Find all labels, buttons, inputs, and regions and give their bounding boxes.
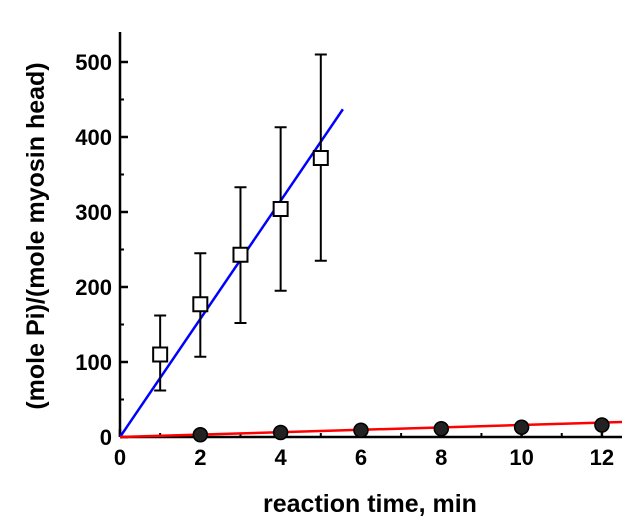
data-point <box>192 296 209 313</box>
y-axis-title: (mole Pi)/(mole myosin head) <box>22 62 50 409</box>
data-point <box>353 422 369 438</box>
data-point <box>272 201 289 217</box>
x-tick-label: 6 <box>355 445 367 470</box>
y-tick-label: 400 <box>75 125 112 150</box>
x-axis-title: reaction time, min <box>263 490 477 518</box>
y-tick-label: 200 <box>75 275 112 300</box>
x-tick-label: 12 <box>590 445 614 470</box>
data-point <box>594 417 610 433</box>
data-point <box>433 421 450 437</box>
y-tick-label: 500 <box>75 50 112 75</box>
data-point <box>152 346 169 363</box>
data-point <box>513 419 530 435</box>
data-point <box>312 150 329 166</box>
x-tick-label: 4 <box>275 445 288 470</box>
plot-area: 0 2 4 6 8 10 12 0 100 200 300 400 500 <box>75 32 623 470</box>
x-tick-label: 0 <box>114 445 126 470</box>
y-tick-label: 300 <box>75 200 112 225</box>
y-tick-label: 100 <box>75 350 112 375</box>
data-point <box>232 246 249 263</box>
data-point <box>192 427 209 443</box>
y-tick-label: 0 <box>100 425 112 450</box>
x-tick-label: 2 <box>194 445 206 470</box>
data-point <box>272 424 289 441</box>
x-tick-label: 8 <box>435 445 447 470</box>
fit-line-1 <box>118 108 344 438</box>
x-tick-label: 10 <box>509 445 533 470</box>
